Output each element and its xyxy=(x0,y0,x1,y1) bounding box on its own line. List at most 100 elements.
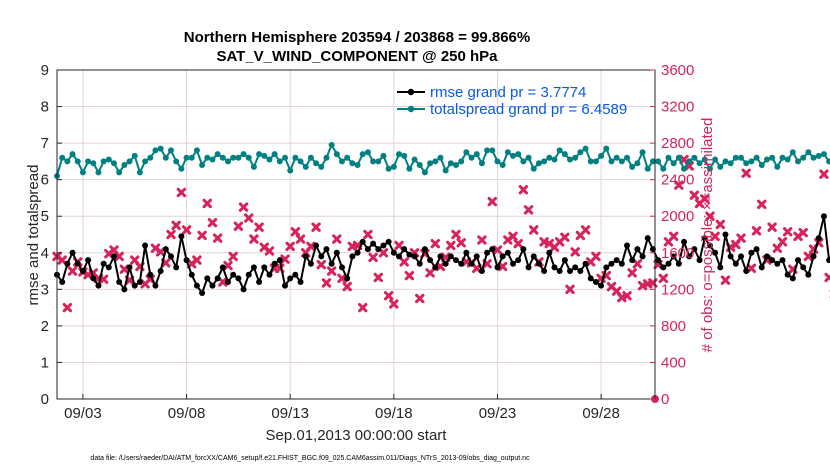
totalspread-point xyxy=(219,154,226,161)
rmse-point xyxy=(209,282,216,289)
rmse-point xyxy=(411,253,418,260)
rmse-point xyxy=(225,279,232,286)
totalspread-point xyxy=(74,158,81,165)
obs-assimilated-marker xyxy=(332,234,342,244)
obs-x-stroke xyxy=(254,222,264,232)
obs-x-stroke xyxy=(674,180,684,190)
obs-assimilated-marker xyxy=(710,231,720,242)
totalspread-point xyxy=(390,163,397,170)
totalspread-point xyxy=(535,160,542,167)
totalspread-point xyxy=(758,162,765,169)
rmse-point xyxy=(219,264,226,271)
totalspread-point xyxy=(214,151,221,158)
totalspread-point xyxy=(240,151,247,158)
obs-x-stroke xyxy=(57,255,67,265)
totalspread-point xyxy=(147,154,154,161)
obs-x-stroke xyxy=(171,220,181,231)
totalspread-point xyxy=(779,154,786,161)
x-tick-label: 09/18 xyxy=(375,405,413,422)
rmse-point xyxy=(437,253,444,260)
rmse-point xyxy=(416,260,423,267)
rmse-point xyxy=(282,282,289,289)
obs-x-stroke xyxy=(565,284,575,295)
obs-assimilated-marker xyxy=(238,202,249,212)
right-tick-label: 0 xyxy=(661,391,669,408)
rmse-point xyxy=(318,253,325,260)
totalspread-point xyxy=(370,158,377,165)
obs-x-stroke xyxy=(767,222,777,232)
totalspread-point xyxy=(157,145,164,152)
totalspread-point xyxy=(701,156,708,163)
obs-assimilated-marker xyxy=(212,233,223,243)
obs-assimilated-marker xyxy=(290,227,301,237)
totalspread-point xyxy=(582,145,589,152)
x-axis-label: Sep.01,2013 00:00:00 start xyxy=(266,427,448,444)
totalspread-point xyxy=(541,158,548,165)
obs-x-stroke xyxy=(446,240,456,251)
rmse-point xyxy=(701,235,708,242)
obs-x-stroke xyxy=(741,168,751,178)
obs-assimilated-marker xyxy=(311,222,321,232)
rmse-point xyxy=(675,260,682,267)
grid-lines xyxy=(57,70,655,399)
rmse-point xyxy=(748,249,755,256)
totalspread-point xyxy=(126,158,133,165)
rmse-point xyxy=(90,275,97,282)
right-tick-label: 3200 xyxy=(661,99,694,116)
totalspread-point xyxy=(665,154,672,161)
obs-x-stroke xyxy=(176,187,187,198)
rmse-point xyxy=(665,260,672,267)
obs-assimilated-marker xyxy=(295,234,306,244)
rmse-point xyxy=(686,253,693,260)
obs-assimilated-marker xyxy=(705,211,715,221)
totalspread-point xyxy=(468,154,475,161)
obs-x-stroke xyxy=(482,259,492,269)
obs-x-stroke xyxy=(332,234,342,244)
obs-assimilated-marker xyxy=(751,226,762,236)
totalspread-point xyxy=(800,154,807,161)
rmse-point xyxy=(660,264,667,271)
right-tick-label: 2800 xyxy=(661,135,694,152)
rmse-point xyxy=(551,264,558,271)
left-tick-label: 0 xyxy=(41,391,49,408)
totalspread-point xyxy=(463,149,470,156)
rmse-point xyxy=(59,279,66,286)
totalspread-point xyxy=(784,156,791,163)
obs-assimilated-marker xyxy=(114,251,124,262)
totalspread-point xyxy=(805,149,812,156)
obs-assimilated-marker xyxy=(233,221,244,231)
rmse-point xyxy=(603,264,610,271)
obs-assimilated-marker xyxy=(176,187,187,198)
obs-assimilated-marker xyxy=(570,247,580,257)
totalspread-point xyxy=(598,152,605,159)
obs-assimilated-marker xyxy=(67,266,78,276)
totalspread-point xyxy=(90,160,97,167)
totalspread-point xyxy=(266,156,273,163)
obs-x-stroke xyxy=(161,258,171,268)
obs-assimilated-marker xyxy=(824,272,830,283)
totalspread-point xyxy=(287,167,294,174)
totalspread-point xyxy=(432,158,439,165)
obs-assimilated-marker xyxy=(399,257,409,267)
totalspread-point xyxy=(396,151,403,158)
obs-assimilated-marker xyxy=(456,238,466,248)
rmse-point xyxy=(406,251,413,258)
totalspread-point xyxy=(292,154,299,161)
totalspread-point xyxy=(344,154,351,161)
rmse-point xyxy=(427,257,434,264)
obs-x-stroke xyxy=(192,255,202,265)
rmse-point xyxy=(307,260,314,267)
left-tick-label: 7 xyxy=(41,135,49,152)
totalspread-point xyxy=(354,162,361,169)
totalspread-point xyxy=(561,151,568,158)
obs-x-stroke xyxy=(710,231,720,242)
obs-x-stroke xyxy=(202,198,212,209)
footer-datafile: data file: /Users/raeder/DAI/ATM_forcXX/… xyxy=(90,455,530,462)
obs-x-stroke xyxy=(238,202,249,212)
totalspread-point xyxy=(95,169,102,176)
rmse-point xyxy=(333,249,340,256)
rmse-point xyxy=(375,246,382,253)
obs-assimilated-marker xyxy=(321,278,332,288)
rmse-point xyxy=(738,253,745,260)
obs-x-stroke xyxy=(218,277,228,287)
